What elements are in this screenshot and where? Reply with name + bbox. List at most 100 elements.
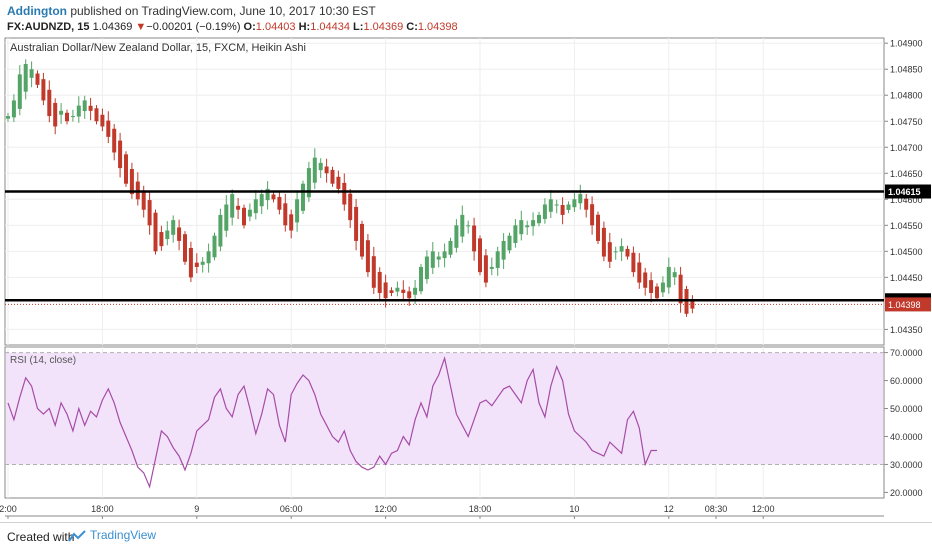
candle-body <box>649 280 654 293</box>
time-tick-label: 08:30 <box>705 504 728 514</box>
candle-body <box>312 157 317 183</box>
low-value: 1.04369 <box>363 21 404 33</box>
rsi-tick-label: 30.0000 <box>890 460 923 470</box>
price-tick-label: 1.04750 <box>890 117 923 127</box>
candle-body <box>230 194 235 218</box>
symbol-label: FX:AUDNZD, 15 <box>7 21 90 33</box>
price-tick-label: 1.04850 <box>890 65 923 75</box>
rsi-tick-label: 50.0000 <box>890 404 923 414</box>
candle-body <box>82 100 87 112</box>
candle-body <box>271 194 276 200</box>
candle-body <box>489 266 494 269</box>
candle-body <box>171 220 176 235</box>
candle-body <box>253 199 258 214</box>
candle-body <box>17 74 22 109</box>
last-price-label-bg <box>885 297 931 312</box>
price-tick-label: 1.04900 <box>890 39 923 49</box>
down-arrow-icon: ▼ <box>135 21 147 33</box>
price-tick-label: 1.04800 <box>890 91 923 101</box>
rsi-tick-label: 20.0000 <box>890 488 923 498</box>
candle-body <box>584 198 589 210</box>
candle-body <box>23 64 28 92</box>
candle-body <box>625 248 630 257</box>
rsi-series-line <box>7 355 657 489</box>
candle-body <box>542 204 547 220</box>
candle-body <box>259 194 264 207</box>
level-label-bg <box>885 184 931 199</box>
candle-body <box>483 255 488 283</box>
price-tick-label: 1.04650 <box>890 169 923 179</box>
candle-body <box>289 214 294 231</box>
rsi-title: RSI (14, close) <box>10 355 76 366</box>
published-text: published on TradingView.com, June 10, 2… <box>70 4 376 18</box>
time-tick-label: 10 <box>569 504 579 514</box>
candle-body <box>460 214 465 237</box>
rsi-band <box>6 352 883 465</box>
candle-body <box>342 182 347 205</box>
time-tick-label: 06:00 <box>280 504 303 514</box>
candle-body <box>324 166 329 174</box>
rsi-tick-label: 40.0000 <box>890 432 923 442</box>
close-label: C: <box>406 21 418 33</box>
symbol-info: FX:AUDNZD, 15 1.04369 ▼−0.00201 (−0.19%)… <box>7 21 458 33</box>
candle-body <box>94 108 99 122</box>
candle-body <box>277 196 282 210</box>
tradingview-link[interactable]: TradingView <box>68 528 156 542</box>
candle-body <box>242 207 246 226</box>
candle-body <box>590 204 595 226</box>
candle-body <box>613 251 618 253</box>
price-change: −0.00201 (−0.19%) <box>146 21 241 33</box>
author-link[interactable]: Addington <box>7 4 67 18</box>
candle-body <box>70 116 75 118</box>
candle-body <box>371 256 376 288</box>
price-tick-label: 1.04700 <box>890 143 923 153</box>
candle-body <box>301 183 305 211</box>
candle-body <box>407 291 412 299</box>
candle-body <box>35 73 40 85</box>
rsi-pane-frame <box>4 346 885 499</box>
rsi-tick-label: 70.0000 <box>890 348 923 358</box>
time-tick-label: 12:00 <box>374 504 397 514</box>
close-value: 1.04398 <box>417 21 458 33</box>
price-tick-label: 1.04500 <box>890 247 923 257</box>
candle-body <box>560 205 565 215</box>
candle-body <box>129 169 134 195</box>
candle-body <box>519 220 524 235</box>
low-label: L: <box>353 21 364 33</box>
candle-body <box>118 140 123 169</box>
time-tick-label: 18:00 <box>469 504 492 514</box>
footer: Created with TradingView <box>0 522 932 551</box>
publish-info: Addington published on TradingView.com, … <box>7 4 376 18</box>
candle-body <box>424 256 429 280</box>
candle-body <box>236 205 241 210</box>
price-tick-label: 1.04600 <box>890 195 923 205</box>
candle-body <box>596 214 600 241</box>
candle-body <box>112 128 117 153</box>
candle-body <box>672 272 677 278</box>
candle-body <box>106 120 111 137</box>
candle-body <box>454 225 459 248</box>
open-label: O: <box>243 21 256 33</box>
candle-body <box>11 100 16 118</box>
candle-body <box>206 251 211 264</box>
candle-body <box>330 169 335 184</box>
candle-body <box>619 246 624 252</box>
candle-body <box>436 256 441 260</box>
candle-body <box>200 261 205 265</box>
candle-body <box>100 114 105 127</box>
candle-body <box>401 289 406 293</box>
candle-body <box>578 194 583 204</box>
candle-body <box>383 282 388 299</box>
candle-body <box>607 242 612 262</box>
rsi-tick-label: 60.0000 <box>890 376 923 386</box>
candle-body <box>212 235 217 258</box>
candle-body <box>448 240 453 255</box>
candle-body <box>507 235 512 251</box>
candle-body <box>360 223 364 257</box>
candle-body <box>413 287 418 295</box>
tradingview-label: TradingView <box>90 528 157 542</box>
price-chart[interactable]: 1.04900 1.04850 1.04800 1.04750 1.04700 1.046… <box>0 0 932 522</box>
candle-body <box>295 199 300 223</box>
candle-body <box>537 214 541 224</box>
candle-body <box>495 251 500 268</box>
